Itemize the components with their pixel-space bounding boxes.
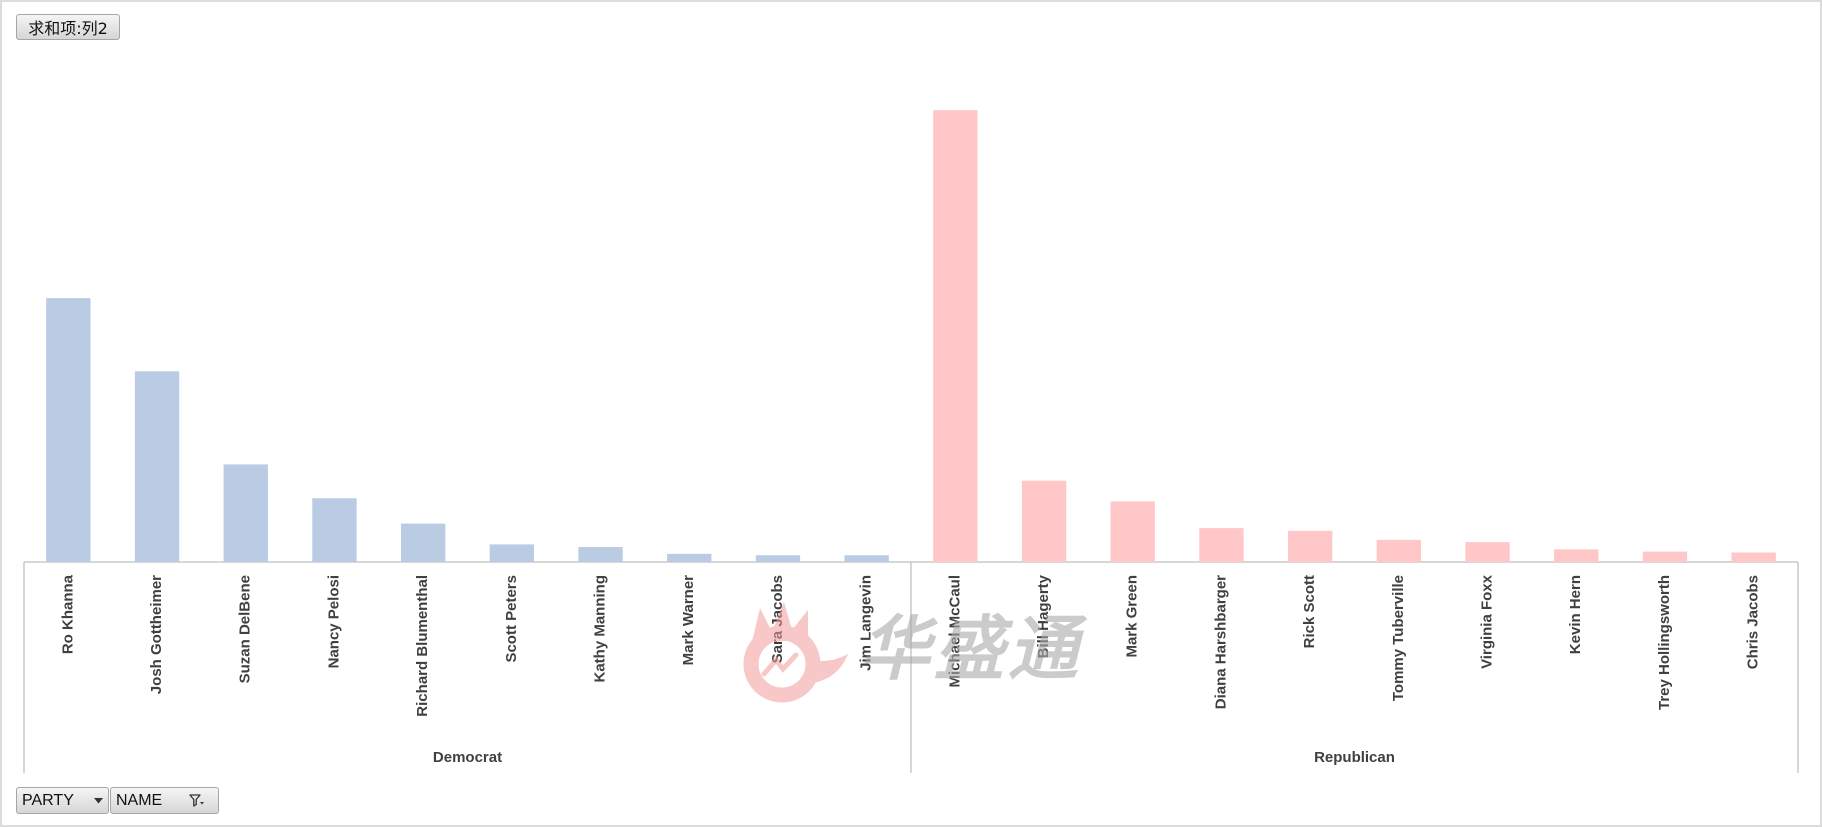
category-label: Trey Hollingsworth — [1656, 575, 1673, 710]
name-field-button[interactable]: NAME — [110, 787, 219, 814]
bar-suzan-delbene[interactable] — [223, 464, 268, 562]
group-label-republican: Republican — [1314, 749, 1395, 766]
category-label: Diana Harshbarger — [1212, 575, 1229, 709]
category-label: Bill Hagerty — [1035, 574, 1052, 658]
category-label: Kevin Hern — [1567, 575, 1584, 654]
category-label: Sara Jacobs — [769, 575, 786, 663]
category-label: Suzan DelBene — [237, 575, 254, 683]
bar-tommy-tuberville[interactable] — [1376, 539, 1422, 562]
bar-diana-harshbarger[interactable] — [1199, 528, 1244, 562]
bar-richard-blumenthal[interactable] — [400, 523, 446, 562]
category-label: Tommy Tuberville — [1390, 575, 1407, 701]
party-field-button[interactable]: PARTY — [16, 787, 109, 814]
bar-michael-mccaul[interactable] — [933, 110, 978, 563]
party-field-label: PARTY — [22, 791, 74, 809]
category-label: Josh Gottheimer — [148, 575, 165, 694]
category-label: Mark Warner — [680, 575, 697, 665]
value-field-button[interactable]: 求和项:列2 — [16, 14, 120, 40]
category-label: Jim Langevin — [858, 575, 875, 671]
bar-kathy-manning[interactable] — [578, 547, 623, 562]
category-label: Virginia Foxx — [1479, 574, 1496, 669]
value-field-label: 求和项:列2 — [28, 19, 108, 38]
bar-rick-scott[interactable] — [1287, 530, 1333, 562]
bar-series[interactable] — [46, 110, 1776, 563]
filter-icon[interactable] — [189, 793, 205, 809]
category-axis — [23, 561, 1799, 773]
bar-nancy-pelosi[interactable] — [312, 498, 357, 562]
bar-sara-jacobs[interactable] — [755, 555, 801, 562]
bar-josh-gottheimer[interactable] — [134, 371, 180, 562]
bar-mark-warner[interactable] — [667, 553, 712, 562]
category-label: Mark Green — [1124, 575, 1141, 658]
category-label: Kathy Manning — [592, 575, 609, 683]
bar-trey-hollingsworth[interactable] — [1642, 551, 1688, 562]
bar-chris-jacobs[interactable] — [1731, 552, 1776, 562]
category-label: Scott Peters — [503, 575, 520, 663]
category-label: Chris Jacobs — [1745, 575, 1762, 669]
bar-jim-langevin[interactable] — [844, 555, 889, 562]
group-axis-labels: Democrat Republican — [433, 749, 1395, 766]
category-label: Rick Scott — [1301, 575, 1318, 648]
bar-kevin-hern[interactable] — [1554, 549, 1599, 562]
bar-virginia-foxx[interactable] — [1465, 542, 1510, 562]
bar-ro-khanna[interactable] — [46, 298, 91, 562]
bar-scott-peters[interactable] — [489, 544, 535, 562]
bar-bill-hagerty[interactable] — [1021, 480, 1067, 562]
category-label: Nancy Pelosi — [325, 575, 342, 668]
group-label-democrat: Democrat — [433, 749, 502, 766]
name-field-label: NAME — [116, 791, 163, 809]
bar-mark-green[interactable] — [1110, 501, 1155, 562]
category-label: Richard Blumenthal — [414, 575, 431, 717]
category-label: Michael McCaul — [946, 575, 963, 688]
category-label: Ro Khanna — [59, 574, 76, 654]
dropdown-arrow-icon[interactable] — [94, 797, 103, 804]
